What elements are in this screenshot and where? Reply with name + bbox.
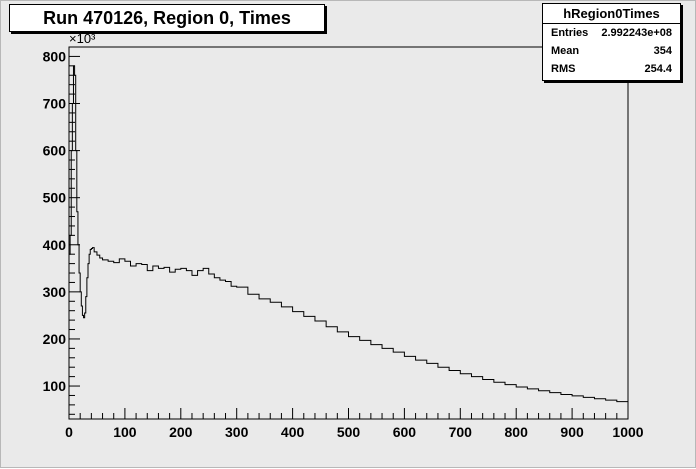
stats-row-rms: RMS 254.4 bbox=[543, 60, 680, 78]
stats-row-mean: Mean 354 bbox=[543, 42, 680, 60]
y-tick-label: 500 bbox=[43, 190, 67, 206]
x-tick-label: 100 bbox=[113, 424, 137, 440]
stats-title: hRegion0Times bbox=[543, 4, 680, 24]
y-tick-labels: 100 200 300 400 500 600 700 800 bbox=[43, 48, 67, 394]
histogram-series-line bbox=[69, 65, 629, 403]
x-tick-label: 500 bbox=[337, 424, 361, 440]
x-tick-label: 900 bbox=[560, 424, 584, 440]
y-tick-label: 600 bbox=[43, 143, 67, 159]
stats-row-entries: Entries 2.992243e+08 bbox=[543, 24, 680, 42]
x-tick-label: 400 bbox=[281, 424, 305, 440]
stats-value: 354 bbox=[653, 45, 672, 57]
stats-label: RMS bbox=[551, 63, 576, 75]
x-tick-label: 700 bbox=[449, 424, 473, 440]
x-tick-label: 200 bbox=[169, 424, 193, 440]
x-tick-label: 300 bbox=[225, 424, 249, 440]
x-tick-labels: 0 100 200 300 400 500 600 700 800 900 1000 bbox=[65, 424, 644, 440]
y-tick-label: 200 bbox=[43, 331, 67, 347]
x-tick-label: 800 bbox=[505, 424, 529, 440]
x-tick-label: 1000 bbox=[612, 424, 643, 440]
stats-value: 2.992243e+08 bbox=[601, 27, 672, 39]
x-tick-label: 0 bbox=[65, 424, 73, 440]
y-tick-label: 100 bbox=[43, 378, 67, 394]
y-tick-label: 300 bbox=[43, 284, 67, 300]
stats-label: Entries bbox=[551, 27, 589, 39]
chart-title: Run 470126, Region 0, Times bbox=[9, 4, 325, 32]
stats-label: Mean bbox=[551, 45, 580, 57]
y-multiplier-label: ×10³ bbox=[69, 31, 96, 46]
stats-value: 254.4 bbox=[644, 63, 672, 75]
y-tick-label: 700 bbox=[43, 96, 67, 112]
y-tick-label: 400 bbox=[43, 237, 67, 253]
x-tick-label: 600 bbox=[393, 424, 417, 440]
y-tick-label: 800 bbox=[43, 48, 67, 64]
plot-frame bbox=[68, 46, 629, 420]
stats-box: hRegion0Times Entries 2.992243e+08 Mean … bbox=[542, 3, 681, 81]
